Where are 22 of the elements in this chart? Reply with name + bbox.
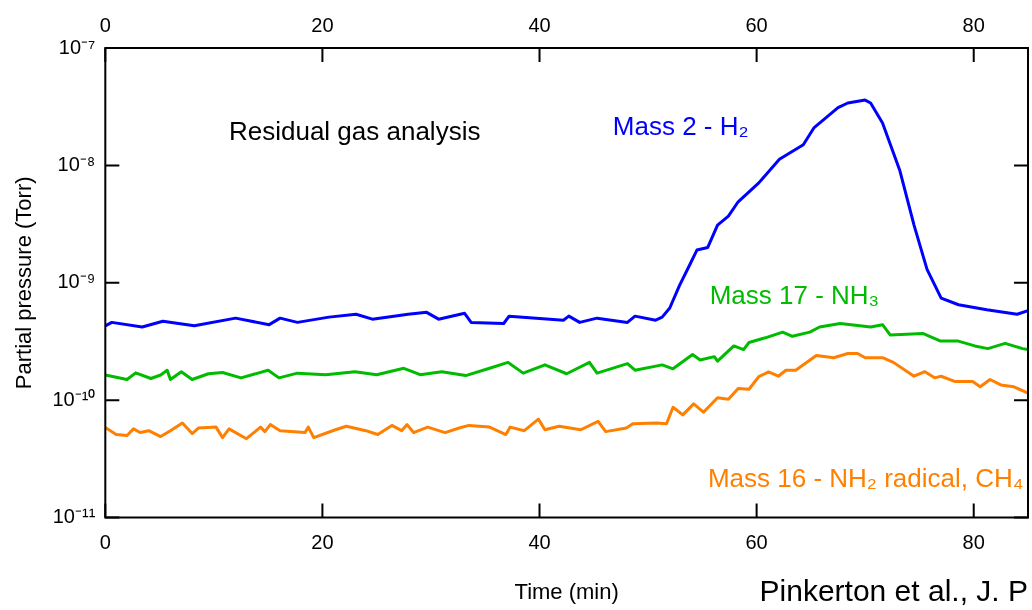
y-tick-label: 10⁻⁹ [57, 270, 96, 293]
y-tick-label: 10⁻⁷ [58, 35, 96, 58]
x-tick-label: 60 [745, 13, 768, 36]
annotation: Residual gas analysis [228, 115, 481, 146]
y-axis-title: Partial pressure (Torr) [11, 176, 37, 390]
series-label: Mass 16 - NH₂ radical, CH₄ [707, 463, 1024, 494]
series-label: Mass 17 - NH₃ [709, 280, 880, 311]
x-tick-label: 20 [311, 13, 334, 36]
x2-tick-label: 80 [962, 531, 985, 554]
y-tick-label: 10⁻¹⁰ [52, 387, 96, 410]
x-tick-label: 40 [528, 13, 551, 36]
x-axis-title: Time (min) [514, 578, 619, 604]
x2-tick-label: 60 [745, 531, 768, 554]
x2-tick-label: 40 [528, 531, 551, 554]
x2-tick-label: 20 [311, 531, 334, 554]
series-label: Mass 2 - H₂ [612, 111, 749, 141]
x-tick-label: 80 [962, 13, 985, 36]
y-tick-label: 10⁻⁸ [57, 152, 96, 175]
text: Pinkerton et al., J. P [759, 574, 1028, 608]
y-tick-label: 10⁻¹¹ [52, 505, 96, 528]
x-tick-label: 0 [99, 13, 111, 36]
x2-tick-label: 0 [99, 531, 111, 554]
